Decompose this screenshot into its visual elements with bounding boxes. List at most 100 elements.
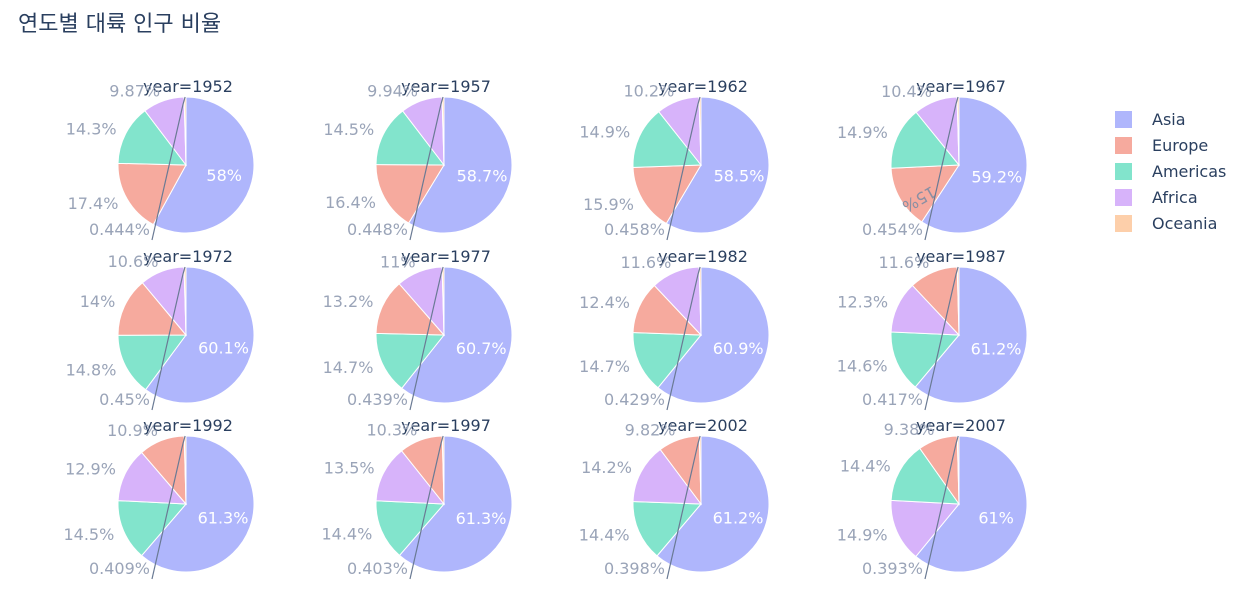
- pie-label-africa: 9.87%: [109, 81, 160, 100]
- label-leader-line: [666, 435, 701, 580]
- label-leader-line: [151, 435, 186, 580]
- pie-slice-asia[interactable]: [401, 266, 513, 404]
- pie-label-asia: 60.1%: [198, 338, 249, 357]
- legend-item-oceania[interactable]: Oceania: [1115, 210, 1226, 236]
- pie-label-asia: 58.5%: [714, 166, 765, 185]
- pie-slice-asia[interactable]: [144, 266, 255, 404]
- pie-panel-title: year=1982: [658, 247, 748, 266]
- pie-label-asia: 61.2%: [971, 340, 1022, 359]
- pie-slice-americas[interactable]: [117, 334, 187, 391]
- pie-slice-americas[interactable]: [117, 500, 188, 557]
- pie-slice-europe[interactable]: [890, 164, 960, 223]
- pie-label-europe: 14%: [80, 292, 116, 311]
- pie-slice-europe[interactable]: [375, 283, 446, 336]
- pie-label-africa: 11%: [380, 252, 416, 271]
- label-leader-line: [666, 96, 701, 241]
- pie-slice-americas[interactable]: [375, 110, 446, 166]
- pie-label-europe: 9.82%: [625, 420, 676, 439]
- pie-label-americas: 14.7%: [323, 358, 374, 377]
- pie-slice-europe[interactable]: [375, 164, 445, 224]
- pie-slice-oceania[interactable]: [441, 435, 445, 505]
- pie-panel: year=2007 61% 14.9% 14.4% 9.38% 0.393%: [837, 416, 1028, 580]
- pie-slice-americas[interactable]: [117, 110, 188, 166]
- pie-label-africa: 12.9%: [65, 460, 116, 479]
- pie-slice-europe[interactable]: [117, 162, 187, 226]
- pie-panel-title: year=1987: [916, 247, 1006, 266]
- pie-label-asia: 59.2%: [971, 167, 1022, 186]
- chart-title: 연도별 대륙 인구 비율: [18, 12, 222, 37]
- label-leader-line: [151, 96, 186, 241]
- pie-slice-americas[interactable]: [632, 500, 703, 557]
- pie-slice-oceania[interactable]: [183, 266, 187, 336]
- pie-panel-title: year=1957: [401, 77, 491, 96]
- pie-slice-asia[interactable]: [657, 266, 770, 404]
- pie-slice-asia[interactable]: [914, 266, 1028, 404]
- pie-panel-title: year=1952: [143, 77, 233, 96]
- legend-item-americas[interactable]: Americas: [1115, 158, 1226, 184]
- pie-slice-asia[interactable]: [656, 435, 770, 573]
- pie-slice-asia[interactable]: [140, 435, 255, 573]
- legend[interactable]: Asia Europe Americas Africa Oceania: [1115, 106, 1226, 236]
- pie-slice-asia[interactable]: [398, 435, 513, 573]
- pie-label-americas: 14.3%: [66, 119, 117, 138]
- pie-slice-americas[interactable]: [890, 331, 961, 388]
- legend-item-europe[interactable]: Europe: [1115, 132, 1226, 158]
- pie-panel: year=1952 58% 17.4% 14.3% 9.87% 0.444%: [66, 77, 255, 241]
- pie-label-europe: 13.2%: [323, 292, 374, 311]
- pie-slice-europe[interactable]: [117, 282, 188, 336]
- pie-slice-europe[interactable]: [632, 164, 702, 225]
- legend-item-africa[interactable]: Africa: [1115, 184, 1226, 210]
- pie-slice-asia[interactable]: [915, 435, 1028, 573]
- legend-swatch: [1115, 188, 1132, 206]
- pie-slice-asia[interactable]: [152, 96, 255, 234]
- pie-slice-africa[interactable]: [117, 451, 188, 505]
- pie-slice-asia[interactable]: [665, 96, 770, 234]
- pie-panel: year=1992 61.3% 14.5% 12.9% 10.9% 0.409%: [63, 416, 255, 580]
- pie-label-asia: 61.3%: [456, 509, 507, 528]
- pie-panel-title: year=2002: [658, 416, 748, 435]
- legend-item-asia[interactable]: Asia: [1115, 106, 1226, 132]
- pie-label-africa: 13.5%: [324, 459, 375, 478]
- pie-label-americas: 14.5%: [323, 120, 374, 139]
- pie-slice-americas[interactable]: [375, 500, 446, 557]
- pie-label-europe: 17.4%: [68, 194, 119, 213]
- pie-slice-americas[interactable]: [375, 332, 446, 389]
- pie-label-africa: 14.9%: [837, 525, 888, 544]
- pie-panel-title: year=2007: [916, 416, 1006, 435]
- pie-slice-americas[interactable]: [632, 110, 703, 168]
- pie-slice-africa[interactable]: [632, 448, 703, 505]
- pie-slice-americas[interactable]: [632, 332, 703, 389]
- pie-label-oceania: 0.429%: [604, 390, 665, 409]
- pie-label-oceania: 0.458%: [604, 220, 665, 239]
- pie-label-africa: 12.3%: [837, 292, 888, 311]
- pie-slice-africa[interactable]: [375, 450, 446, 505]
- pie-label-americas: 14.4%: [840, 456, 891, 475]
- pie-slice-asia[interactable]: [407, 96, 513, 234]
- pie-label-americas: 14.9%: [837, 123, 888, 142]
- pie-slice-oceania[interactable]: [956, 96, 960, 166]
- pie-label-asia: 60.9%: [713, 339, 764, 358]
- pie-label-oceania: 0.439%: [347, 390, 408, 409]
- pie-label-oceania: 0.448%: [347, 220, 408, 239]
- pie-label-asia: 61.3%: [198, 509, 249, 528]
- pie-label-americas: 14.7%: [579, 357, 630, 376]
- pie-panel: year=1972 60.1% 14.8% 14% 10.6% 0.45%: [66, 247, 255, 411]
- pie-label-oceania: 0.45%: [99, 390, 150, 409]
- pie-slice-africa[interactable]: [890, 499, 961, 558]
- pie-slice-americas[interactable]: [890, 111, 961, 169]
- pie-slice-asia[interactable]: [921, 96, 1028, 234]
- pie-slice-oceania[interactable]: [441, 96, 445, 166]
- pie-label-asia: 58.7%: [457, 167, 508, 186]
- pie-label-africa: 14.2%: [581, 458, 632, 477]
- label-leader-line: [409, 435, 444, 580]
- pie-slice-oceania[interactable]: [698, 435, 702, 505]
- pie-label-asia: 61.2%: [713, 509, 764, 528]
- label-leader-line: [666, 266, 701, 411]
- legend-swatch: [1115, 214, 1132, 232]
- label-leader-line: [409, 266, 444, 411]
- pie-panel-title: year=1962: [658, 77, 748, 96]
- pie-slice-oceania[interactable]: [183, 435, 187, 505]
- pie-slice-americas[interactable]: [890, 447, 961, 505]
- pie-label-europe: 9.38%: [884, 420, 935, 439]
- pie-panel: year=2002 61.2% 14.4% 14.2% 9.82% 0.398%: [579, 416, 770, 580]
